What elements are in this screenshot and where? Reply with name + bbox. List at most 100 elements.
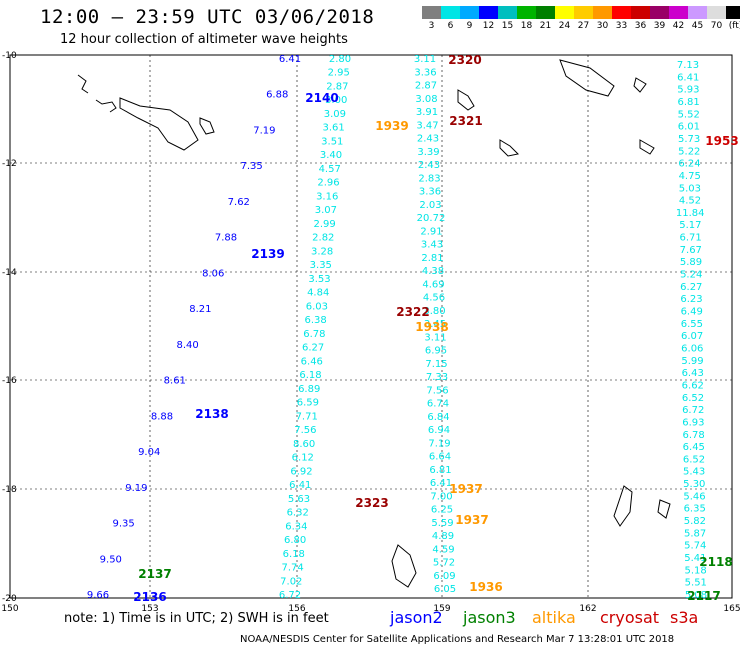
pass-label: 2137	[138, 567, 171, 581]
track-center-value: 3.61	[322, 123, 344, 134]
track-east-value: 6.07	[681, 331, 703, 342]
track-east-value: 5.17	[679, 220, 701, 231]
track-right-value: 4.38	[422, 266, 444, 277]
track-right-value: 3.11	[424, 332, 446, 343]
track-east-value: 5.82	[684, 516, 706, 527]
track-center-value: 6.32	[287, 508, 309, 519]
track-right-value: 3.47	[416, 120, 438, 131]
pass-label: 1938	[415, 320, 448, 334]
color-cell	[688, 6, 707, 19]
track-right-value: 7.19	[428, 438, 450, 449]
track-center-value: 3.00	[325, 95, 347, 106]
track-center-value: 6.34	[285, 521, 307, 532]
color-label: 21	[539, 21, 552, 31]
track-center-value: 8.60	[293, 439, 315, 450]
color-label: 15	[501, 21, 514, 31]
track-right-value: 2.03	[419, 200, 441, 211]
track-right-value: 6.95	[425, 346, 447, 357]
y-tick-label: -20	[2, 594, 17, 604]
track-center-value: 6.89	[298, 384, 320, 395]
track-center-value: 4.84	[307, 288, 329, 299]
color-cell	[669, 6, 688, 19]
color-label: 27	[577, 21, 590, 31]
map-frame	[9, 54, 733, 599]
y-tick-label: -10	[2, 51, 17, 61]
footer-note: note: 1) Time is in UTC; 2) SWH is in fe…	[64, 611, 329, 626]
color-cell	[460, 6, 479, 19]
track-right-value: 6.84	[427, 412, 449, 423]
color-cell	[536, 6, 555, 19]
track-center-value: 4.57	[319, 164, 341, 175]
track-jason2-value: 6.41	[279, 54, 301, 65]
color-cell	[441, 6, 460, 19]
track-east-value: 6.62	[682, 381, 704, 392]
track-east-value: 6.24	[678, 159, 700, 170]
track-right-value: 4.56	[423, 293, 445, 304]
track-jason2-value: 9.35	[112, 519, 134, 530]
color-label: (ft)	[728, 21, 740, 31]
track-east-value: 6.06	[681, 344, 703, 355]
x-axis-ticks: 150 153 156 159 162 165	[1, 604, 740, 614]
color-cell	[631, 6, 650, 19]
pass-label: 2138	[195, 407, 228, 421]
track-right-value: 7.33	[426, 372, 448, 383]
track-east-value: 6.72	[682, 405, 704, 416]
track-right-value: 4.59	[432, 544, 454, 555]
track-right-value: 3.39	[417, 147, 439, 158]
legend-altika: altika	[532, 608, 576, 627]
track-center-value: 6.59	[297, 398, 319, 409]
track-right-value: 6.05	[434, 584, 456, 595]
track-east-value: 6.81	[677, 97, 699, 108]
color-cell	[593, 6, 612, 19]
legend-jason3: jason3	[463, 608, 516, 627]
track-center-value: 6.92	[290, 466, 312, 477]
track-east-value: 6.78	[682, 430, 704, 441]
track-jason2-value: 8.06	[202, 268, 224, 279]
track-center-value: 6.72	[279, 590, 301, 601]
y-axis-ticks: -10 -12 -14 -16 -18 -20	[2, 51, 17, 604]
color-cell	[726, 6, 740, 19]
track-center-value: 6.18	[283, 549, 305, 560]
track-east-value: 6.01	[678, 122, 700, 133]
pass-label: 1936	[469, 580, 502, 594]
track-right-value: 6.25	[431, 505, 453, 516]
track-east-value: 6.71	[679, 233, 701, 244]
track-jason2-value: 9.04	[138, 447, 160, 458]
color-label: 9	[466, 21, 473, 31]
legend-cryosat: cryosat	[600, 608, 660, 627]
track-right-value: 2.91	[420, 226, 442, 237]
track-center-value: 6.78	[303, 329, 325, 340]
track-center-value: 7.56	[294, 425, 316, 436]
color-cell	[612, 6, 631, 19]
pass-label: 1937	[455, 513, 488, 527]
color-label: 18	[520, 21, 533, 31]
x-tick-label: 150	[1, 604, 18, 614]
track-right-value: 3.43	[421, 240, 443, 251]
x-tick-label: 156	[288, 604, 305, 614]
track-east-value: 11.84	[676, 208, 705, 219]
track-right-value: 5.72	[433, 558, 455, 569]
pass-label: 2139	[251, 247, 284, 261]
x-tick-label: 159	[433, 604, 450, 614]
track-right-value: 6.09	[433, 571, 455, 582]
y-tick-label: -14	[2, 268, 17, 278]
color-label: 3	[428, 21, 435, 31]
track-center-value: 6.46	[301, 356, 323, 367]
coastlines	[77, 59, 671, 588]
track-center-value: 3.40	[320, 150, 342, 161]
pass-label: 1937	[449, 482, 482, 496]
track-center-value: 2.87	[326, 82, 348, 93]
track-right-value: 6.81	[429, 465, 451, 476]
color-label: 70	[710, 21, 723, 31]
track-center-value: 6.03	[306, 301, 328, 312]
color-label: 36	[634, 21, 647, 31]
track-center-value: 3.07	[315, 205, 337, 216]
track-east-value: 5.74	[684, 541, 706, 552]
track-right-value: 5.59	[431, 518, 453, 529]
track-east-value: 5.87	[684, 528, 706, 539]
pass-label: 1953	[705, 134, 738, 148]
track-center-value: 7.02	[280, 576, 302, 587]
track-right-value: 6.74	[427, 399, 449, 410]
track-right-value: 7.56	[426, 385, 448, 396]
